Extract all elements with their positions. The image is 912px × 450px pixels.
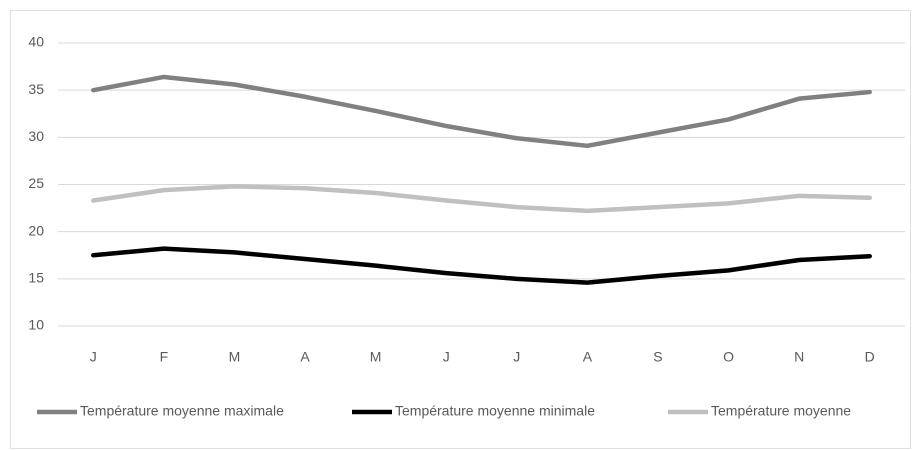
y-tick-label: 20 (28, 222, 44, 238)
series-line (91, 184, 872, 214)
series-line (91, 246, 872, 285)
x-tick-label: A (583, 349, 593, 365)
y-tick-label: 35 (28, 81, 44, 97)
x-tick-label: J (513, 349, 520, 365)
x-tick-label: M (370, 349, 382, 365)
series-line (91, 74, 872, 149)
x-tick-label: F (160, 349, 169, 365)
legend-label: Température moyenne maximale (80, 403, 284, 419)
x-tick-label: O (723, 349, 734, 365)
x-tick-label: S (653, 349, 662, 365)
x-tick-label: A (300, 349, 310, 365)
legend-label: Température moyenne minimale (395, 403, 595, 419)
chart-border (10, 10, 911, 449)
y-tick-label: 40 (28, 34, 44, 50)
y-tick-label: 30 (28, 128, 44, 144)
x-tick-label: J (90, 349, 97, 365)
x-tick-label: N (794, 349, 804, 365)
x-tick-label: J (443, 349, 450, 365)
legend-label: Température moyenne (711, 403, 851, 419)
y-tick-label: 15 (28, 270, 44, 286)
y-tick-label: 10 (28, 317, 44, 333)
x-tick-label: D (865, 349, 875, 365)
x-tick-label: M (229, 349, 241, 365)
y-tick-label: 25 (28, 175, 44, 191)
